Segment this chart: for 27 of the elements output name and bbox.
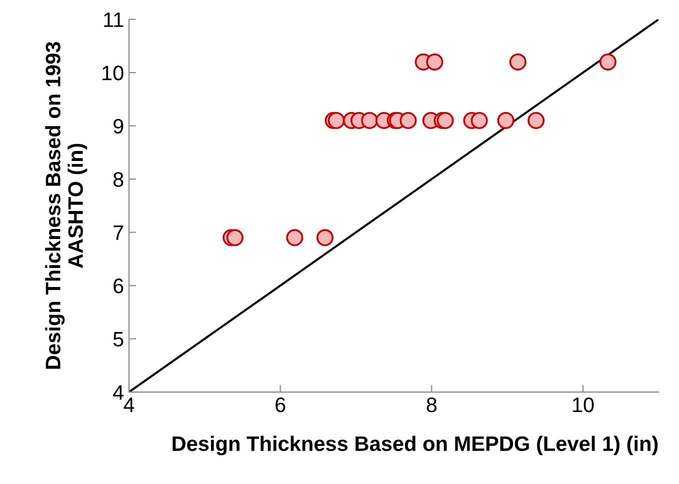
y-axis-title: Design Thickness Based on 1993 AASHTO (in) xyxy=(45,42,88,369)
x-tick-label: 10 xyxy=(572,397,594,412)
y-tick-label: 10 xyxy=(102,66,124,80)
x-tick-label: 8 xyxy=(426,397,437,412)
x-axis-title: Design Thickness Based on MEPDG (Level 1) (in) xyxy=(172,436,658,456)
point xyxy=(436,112,454,130)
point xyxy=(226,229,244,246)
y-tick-label: 4 xyxy=(113,385,124,400)
y-tick-label: 7 xyxy=(114,226,124,240)
point xyxy=(426,53,444,70)
point xyxy=(528,112,545,130)
point xyxy=(328,112,345,130)
y-tick-label: 9 xyxy=(114,118,124,134)
point xyxy=(497,112,514,130)
point xyxy=(316,229,334,246)
point xyxy=(509,53,526,70)
y-tick-label: 11 xyxy=(104,12,124,27)
x-tick-label: 4 xyxy=(124,398,134,412)
x-tick-label: 6 xyxy=(276,397,286,412)
point xyxy=(599,53,616,70)
y-tick-label: 6 xyxy=(114,278,124,294)
point xyxy=(470,112,488,130)
point xyxy=(400,112,417,130)
point xyxy=(286,229,304,246)
y-tick-label: 8 xyxy=(113,172,124,187)
y-tick-label: 5 xyxy=(113,332,124,347)
point xyxy=(361,112,378,130)
